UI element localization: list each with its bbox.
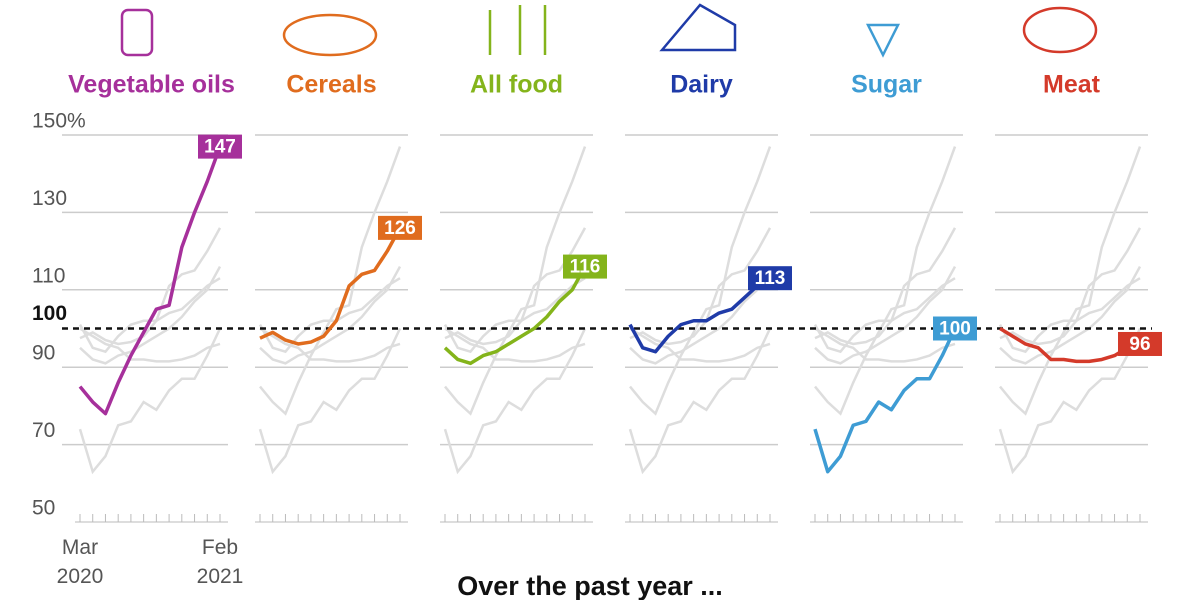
series-title: Meat — [1043, 71, 1101, 99]
series-line — [78, 146, 222, 416]
x-tick-label: Mar 2020 — [57, 536, 104, 588]
background-line — [79, 327, 221, 363]
series-line — [813, 327, 957, 474]
background-line — [999, 227, 1142, 346]
icon-cutlery — [488, 5, 547, 55]
series-title: Sugar — [851, 71, 922, 99]
end-label: 100 — [939, 319, 971, 340]
series-line — [999, 327, 1141, 364]
y-tick-label: 130 — [32, 187, 67, 210]
end-label: 147 — [204, 137, 236, 158]
background-line — [443, 277, 586, 354]
background-line — [258, 327, 402, 475]
icon-cheese — [659, 3, 737, 52]
end-label-box — [563, 254, 607, 279]
series-title: All food — [470, 71, 563, 99]
background-line — [78, 327, 222, 475]
background-line — [259, 265, 402, 365]
series-line — [259, 227, 402, 346]
end-label: 96 — [1129, 334, 1150, 355]
y-tick-label: 90 — [32, 342, 55, 365]
icon-icecream — [865, 23, 901, 58]
background-line — [813, 277, 956, 354]
end-label-box — [1118, 331, 1162, 356]
series-line — [443, 265, 587, 366]
background-line — [259, 146, 402, 416]
background-line — [814, 265, 957, 365]
background-line — [999, 265, 1142, 365]
background-line — [79, 227, 222, 346]
icon-bottle — [120, 8, 154, 57]
background-line — [628, 327, 772, 475]
end-label-box — [198, 134, 242, 159]
x-tick-label: Feb 2021 — [197, 536, 244, 588]
series-title: Vegetable oils — [68, 71, 235, 99]
background-line — [259, 327, 401, 363]
background-line — [79, 265, 222, 365]
background-line — [443, 327, 587, 475]
end-label-box — [378, 215, 422, 240]
reference-label: 100 — [32, 302, 67, 325]
background-line — [998, 327, 1142, 475]
background-line — [444, 327, 586, 363]
series-title: Cereals — [286, 71, 376, 99]
y-tick-label: 150% — [32, 110, 86, 133]
background-line — [629, 327, 771, 363]
end-label-box — [748, 266, 792, 291]
background-line — [814, 227, 957, 346]
background-line — [999, 146, 1142, 416]
end-label: 113 — [755, 268, 786, 289]
end-label: 116 — [570, 257, 601, 278]
background-line — [998, 277, 1141, 354]
y-tick-label: 110 — [32, 264, 65, 287]
icon-meat — [1022, 6, 1098, 54]
icon-bread — [282, 13, 378, 57]
background-line — [258, 277, 401, 354]
footer: Over the past year ... — [457, 571, 723, 600]
icons — [120, 3, 1098, 58]
background-line — [814, 327, 956, 363]
y-tick-label: 50 — [32, 497, 55, 520]
series-line — [628, 276, 771, 354]
y-tick-label: 70 — [32, 419, 55, 442]
series-title: Dairy — [670, 71, 733, 99]
background-line — [629, 265, 772, 365]
background-line — [444, 146, 587, 416]
end-label-box — [933, 316, 977, 341]
end-label: 126 — [384, 218, 416, 239]
background-line — [444, 227, 587, 346]
